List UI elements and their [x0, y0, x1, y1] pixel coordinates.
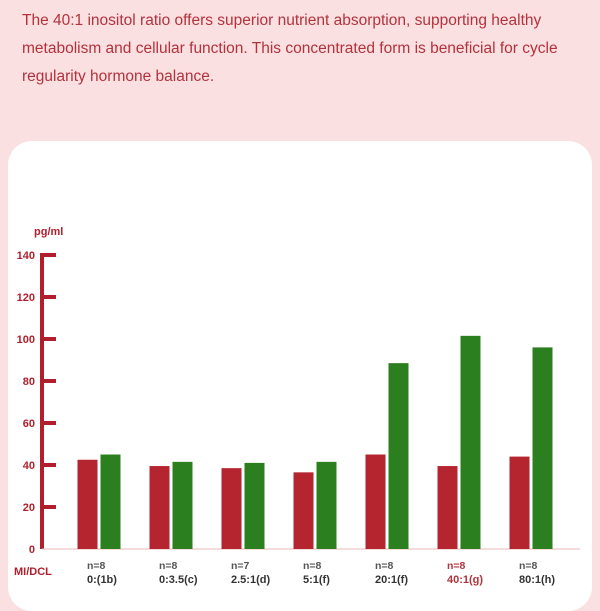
y-tick-label: 80 [23, 376, 35, 388]
bar-red [77, 459, 98, 549]
bar-red [221, 468, 242, 549]
bar-green [388, 363, 409, 549]
y-tick-label: 40 [23, 460, 35, 472]
bar-red [365, 454, 386, 549]
category-n-label: n=8 [519, 560, 538, 572]
y-axis-unit: pg/ml [34, 226, 63, 238]
category-ratio-label: 2.5:1(d) [231, 574, 270, 586]
y-tick-label: 20 [23, 502, 35, 514]
bar-red [149, 466, 170, 549]
y-tick-label: 140 [17, 250, 35, 262]
category-ratio-label: 0:3.5(c) [159, 574, 198, 586]
y-tick-label: 60 [23, 418, 35, 430]
category-n-label: n=8 [159, 560, 178, 572]
category-ratio-label: 80:1(h) [519, 574, 555, 586]
category-ratio-label: 0:(1b) [87, 574, 117, 586]
intro-paragraph: The 40:1 inositol ratio offers superior … [22, 12, 558, 85]
bar-red [509, 456, 530, 549]
bar-green [532, 347, 553, 549]
category-ratio-label: 20:1(f) [375, 574, 408, 586]
x-axis-title: MI/DCL [14, 566, 52, 578]
category-n-label: n=8 [375, 560, 394, 572]
bar-green [100, 454, 121, 549]
category-ratio-label: 5:1(f) [303, 574, 330, 586]
bar-green [460, 335, 481, 549]
y-tick-label: 100 [17, 334, 35, 346]
category-ratio-label: 40:1(g) [447, 574, 483, 586]
category-n-label: n=8 [87, 560, 106, 572]
category-n-label: n=7 [231, 560, 250, 572]
bar-green [316, 461, 337, 549]
bar-red [437, 466, 458, 549]
y-tick-label: 120 [17, 292, 35, 304]
category-n-label: n=8 [303, 560, 322, 572]
y-tick-label: 0 [29, 544, 35, 556]
category-n-label: n=8 [447, 560, 466, 572]
bar-red [293, 472, 314, 549]
bar-green [244, 462, 265, 549]
bar-green [172, 461, 193, 549]
